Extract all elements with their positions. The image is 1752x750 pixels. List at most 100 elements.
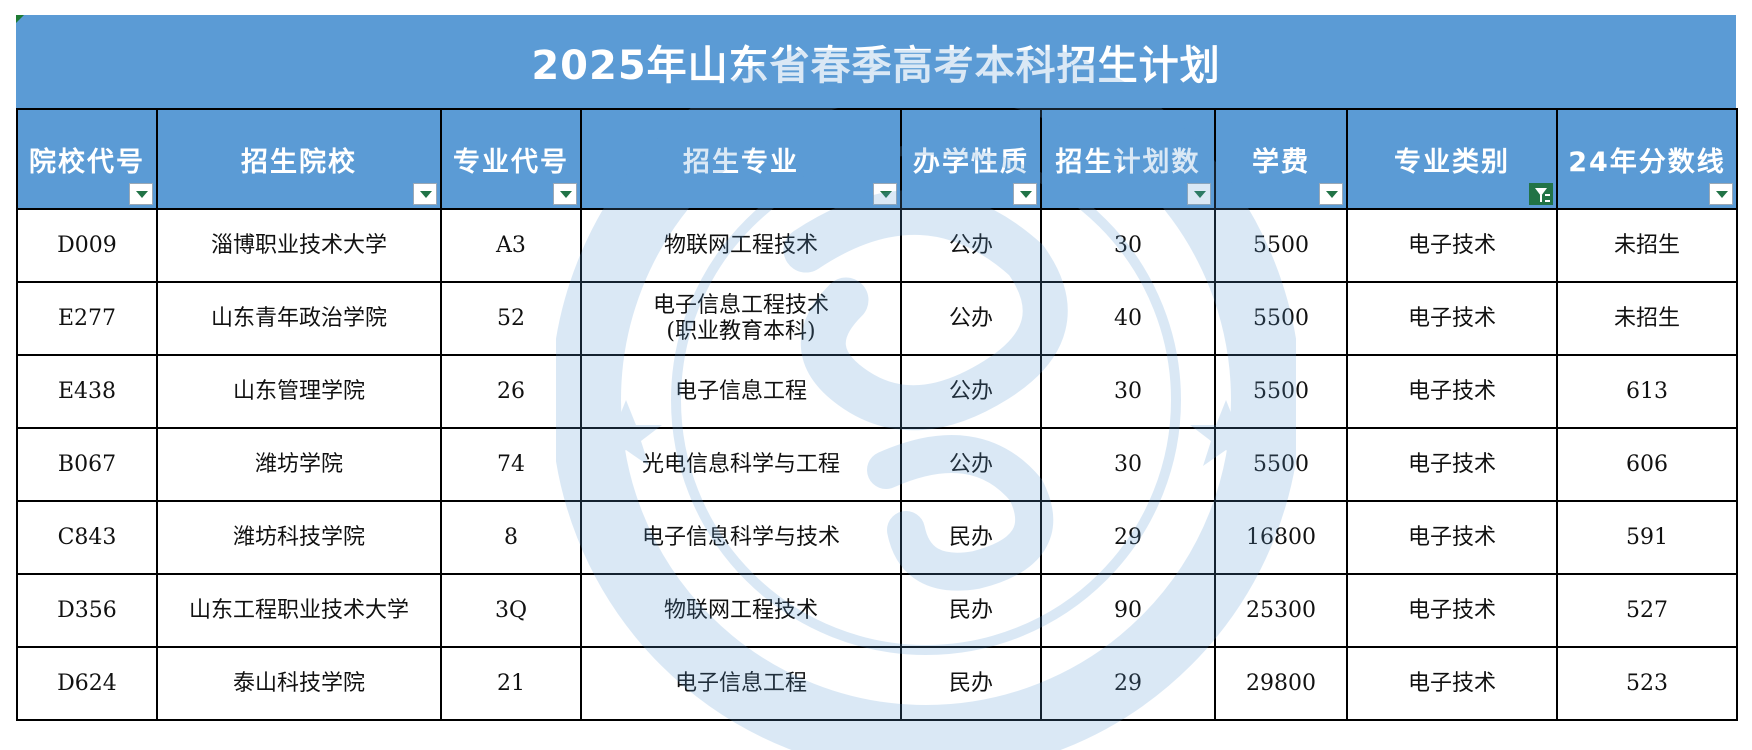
filter-dropdown-icon[interactable] xyxy=(553,183,577,205)
major-code-cell[interactable]: 8 xyxy=(440,500,582,575)
major-name-cell[interactable]: 物联网工程技术 xyxy=(580,573,902,648)
school-code-cell[interactable]: B067 xyxy=(16,427,158,502)
school-type-cell[interactable]: 民办 xyxy=(900,646,1042,721)
major-code-cell[interactable]: A3 xyxy=(440,208,582,283)
header-label: 专业类别 xyxy=(1394,147,1510,178)
filter-dropdown-icon[interactable] xyxy=(1319,183,1343,205)
table-row: D009 淄博职业技术大学 A3 物联网工程技术 公办 30 5500 电子技术 未招生 xyxy=(16,208,1738,283)
column-header: 院校代号 xyxy=(16,108,158,210)
school-type-cell[interactable]: 公办 xyxy=(900,427,1042,502)
major-category-cell[interactable]: 电子技术 xyxy=(1346,500,1558,575)
major-category-cell[interactable]: 电子技术 xyxy=(1346,208,1558,283)
cell-corner-indicator xyxy=(16,15,24,23)
school-type-cell[interactable]: 公办 xyxy=(900,281,1042,356)
major-code-cell[interactable]: 74 xyxy=(440,427,582,502)
plan-count-cell[interactable]: 29 xyxy=(1040,646,1216,721)
school-type-cell[interactable]: 公办 xyxy=(900,208,1042,283)
major-code-cell[interactable]: 26 xyxy=(440,354,582,429)
column-header: 专业代号 xyxy=(440,108,582,210)
header-label: 专业代号 xyxy=(453,147,569,178)
plan-count-cell[interactable]: 29 xyxy=(1040,500,1216,575)
plan-count-cell[interactable]: 30 xyxy=(1040,427,1216,502)
tuition-cell[interactable]: 16800 xyxy=(1214,500,1348,575)
header-label: 招生专业 xyxy=(683,147,799,178)
table-row: B067 潍坊学院 74 光电信息科学与工程 公办 30 5500 电子技术 606 xyxy=(16,427,1738,502)
major-name-cell[interactable]: 电子信息工程 xyxy=(580,646,902,721)
school-code-cell[interactable]: E438 xyxy=(16,354,158,429)
plan-count-cell[interactable]: 30 xyxy=(1040,208,1216,283)
school-name-cell[interactable]: 潍坊学院 xyxy=(156,427,442,502)
table-row: D624 泰山科技学院 21 电子信息工程 民办 29 29800 电子技术 523 xyxy=(16,646,1738,721)
major-name-cell[interactable]: 电子信息工程技术 (职业教育本科) xyxy=(580,281,902,356)
header-label: 招生计划数 xyxy=(1055,147,1201,178)
school-code-cell[interactable]: D356 xyxy=(16,573,158,648)
score-line-cell[interactable]: 613 xyxy=(1556,354,1738,429)
score-line-cell[interactable]: 591 xyxy=(1556,500,1738,575)
school-code-cell[interactable]: D624 xyxy=(16,646,158,721)
school-code-cell[interactable]: E277 xyxy=(16,281,158,356)
header-label: 院校代号 xyxy=(29,147,145,178)
column-header: 招生专业 xyxy=(580,108,902,210)
sheet-title: 2025年山东省春季高考本科招生计划 xyxy=(16,15,1736,108)
major-code-cell[interactable]: 3Q xyxy=(440,573,582,648)
column-header: 招生计划数 xyxy=(1040,108,1216,210)
tuition-cell[interactable]: 5500 xyxy=(1214,208,1348,283)
school-type-cell[interactable]: 民办 xyxy=(900,500,1042,575)
filter-dropdown-icon[interactable] xyxy=(129,183,153,205)
score-line-cell[interactable]: 527 xyxy=(1556,573,1738,648)
column-header: 招生院校 xyxy=(156,108,442,210)
school-name-cell[interactable]: 山东管理学院 xyxy=(156,354,442,429)
table-row: E438 山东管理学院 26 电子信息工程 公办 30 5500 电子技术 613 xyxy=(16,354,1738,429)
table-row: D356 山东工程职业技术大学 3Q 物联网工程技术 民办 90 25300 电子技术 527 xyxy=(16,573,1738,648)
enrollment-table: 院校代号 招生院校 专业代号 招生专业 办学性质 招生计划数 学费 专业类别 2… xyxy=(16,108,1738,721)
school-name-cell[interactable]: 泰山科技学院 xyxy=(156,646,442,721)
table-row: E277 山东青年政治学院 52 电子信息工程技术 (职业教育本科) 公办 40 5500 电子… xyxy=(16,281,1738,356)
tuition-cell[interactable]: 29800 xyxy=(1214,646,1348,721)
major-name-cell[interactable]: 电子信息工程 xyxy=(580,354,902,429)
school-name-cell[interactable]: 淄博职业技术大学 xyxy=(156,208,442,283)
school-type-cell[interactable]: 公办 xyxy=(900,354,1042,429)
plan-count-cell[interactable]: 40 xyxy=(1040,281,1216,356)
tuition-cell[interactable]: 5500 xyxy=(1214,427,1348,502)
table-row: C843 潍坊科技学院 8 电子信息科学与技术 民办 29 16800 电子技术 591 xyxy=(16,500,1738,575)
school-type-cell[interactable]: 民办 xyxy=(900,573,1042,648)
tuition-cell[interactable]: 5500 xyxy=(1214,354,1348,429)
tuition-cell[interactable]: 25300 xyxy=(1214,573,1348,648)
score-line-cell[interactable]: 未招生 xyxy=(1556,281,1738,356)
filter-dropdown-icon[interactable] xyxy=(413,183,437,205)
header-label: 办学性质 xyxy=(913,147,1029,178)
major-category-cell[interactable]: 电子技术 xyxy=(1346,573,1558,648)
filter-dropdown-icon[interactable] xyxy=(873,183,897,205)
column-header: 专业类别 xyxy=(1346,108,1558,210)
major-code-cell[interactable]: 52 xyxy=(440,281,582,356)
score-line-cell[interactable]: 606 xyxy=(1556,427,1738,502)
major-category-cell[interactable]: 电子技术 xyxy=(1346,646,1558,721)
school-name-cell[interactable]: 山东青年政治学院 xyxy=(156,281,442,356)
plan-count-cell[interactable]: 30 xyxy=(1040,354,1216,429)
filter-dropdown-icon[interactable] xyxy=(1187,183,1211,205)
header-label: 招生院校 xyxy=(241,147,357,178)
major-category-cell[interactable]: 电子技术 xyxy=(1346,281,1558,356)
major-category-cell[interactable]: 电子技术 xyxy=(1346,427,1558,502)
major-name-cell[interactable]: 电子信息科学与技术 xyxy=(580,500,902,575)
school-code-cell[interactable]: C843 xyxy=(16,500,158,575)
filter-dropdown-icon[interactable] xyxy=(1709,183,1733,205)
plan-count-cell[interactable]: 90 xyxy=(1040,573,1216,648)
filter-dropdown-icon[interactable] xyxy=(1013,183,1037,205)
score-line-cell[interactable]: 未招生 xyxy=(1556,208,1738,283)
major-category-cell[interactable]: 电子技术 xyxy=(1346,354,1558,429)
major-name-cell[interactable]: 物联网工程技术 xyxy=(580,208,902,283)
school-code-cell[interactable]: D009 xyxy=(16,208,158,283)
column-header: 办学性质 xyxy=(900,108,1042,210)
school-name-cell[interactable]: 山东工程职业技术大学 xyxy=(156,573,442,648)
score-line-cell[interactable]: 523 xyxy=(1556,646,1738,721)
filter-active-icon[interactable] xyxy=(1529,183,1553,205)
tuition-cell[interactable]: 5500 xyxy=(1214,281,1348,356)
header-label: 学费 xyxy=(1252,147,1310,178)
major-code-cell[interactable]: 21 xyxy=(440,646,582,721)
major-name-cell[interactable]: 光电信息科学与工程 xyxy=(580,427,902,502)
header-label: 24年分数线 xyxy=(1568,147,1726,178)
school-name-cell[interactable]: 潍坊科技学院 xyxy=(156,500,442,575)
column-header: 24年分数线 xyxy=(1556,108,1738,210)
spreadsheet: 2025年山东省春季高考本科招生计划 院校代号 招生院校 专业代号 招生专业 办… xyxy=(16,15,1738,750)
